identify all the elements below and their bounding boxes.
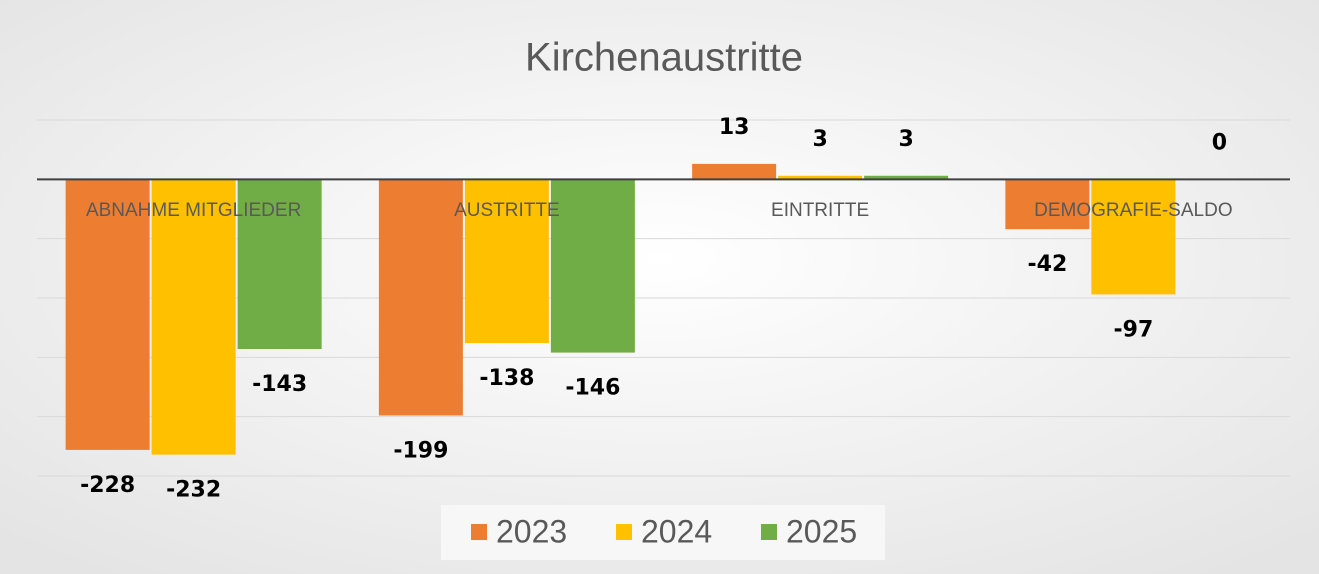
data-label: 3 xyxy=(898,127,913,152)
data-label: -97 xyxy=(1114,317,1154,342)
data-label: 0 xyxy=(1212,130,1227,155)
data-label: 13 xyxy=(719,115,750,140)
bar xyxy=(464,179,549,344)
data-label: -42 xyxy=(1028,252,1068,277)
x-tick-label: EINTRITTE xyxy=(771,200,869,221)
chart-title: Kirchenaustritte xyxy=(525,36,803,80)
x-tick-label: AUSTRITTE xyxy=(454,200,560,221)
bar xyxy=(151,179,236,455)
bar xyxy=(550,179,635,353)
data-label: -228 xyxy=(80,473,135,498)
bar xyxy=(1091,179,1176,295)
bar xyxy=(1005,179,1090,230)
legend-swatch xyxy=(761,524,777,540)
data-label: 3 xyxy=(812,127,827,152)
legend-label: 2025 xyxy=(786,513,857,549)
legend-label: 2023 xyxy=(496,513,567,549)
data-label: -143 xyxy=(252,372,307,397)
x-tick-label: DEMOGRAFIE-SALDO xyxy=(1034,200,1232,221)
data-label: -146 xyxy=(565,376,620,401)
legend-swatch xyxy=(471,524,487,540)
data-label: -232 xyxy=(166,478,221,503)
bar xyxy=(864,175,949,180)
legend-label: 2024 xyxy=(641,513,712,549)
data-label: -138 xyxy=(479,366,534,391)
bar xyxy=(65,179,150,450)
bar xyxy=(692,163,777,180)
bar xyxy=(778,175,863,180)
data-label: -199 xyxy=(393,438,448,463)
bar xyxy=(237,179,322,350)
bar xyxy=(378,179,463,416)
legend-swatch xyxy=(616,524,632,540)
legend-box xyxy=(441,505,885,560)
x-tick-label: ABNAHME MITGLIEDER xyxy=(86,200,301,221)
